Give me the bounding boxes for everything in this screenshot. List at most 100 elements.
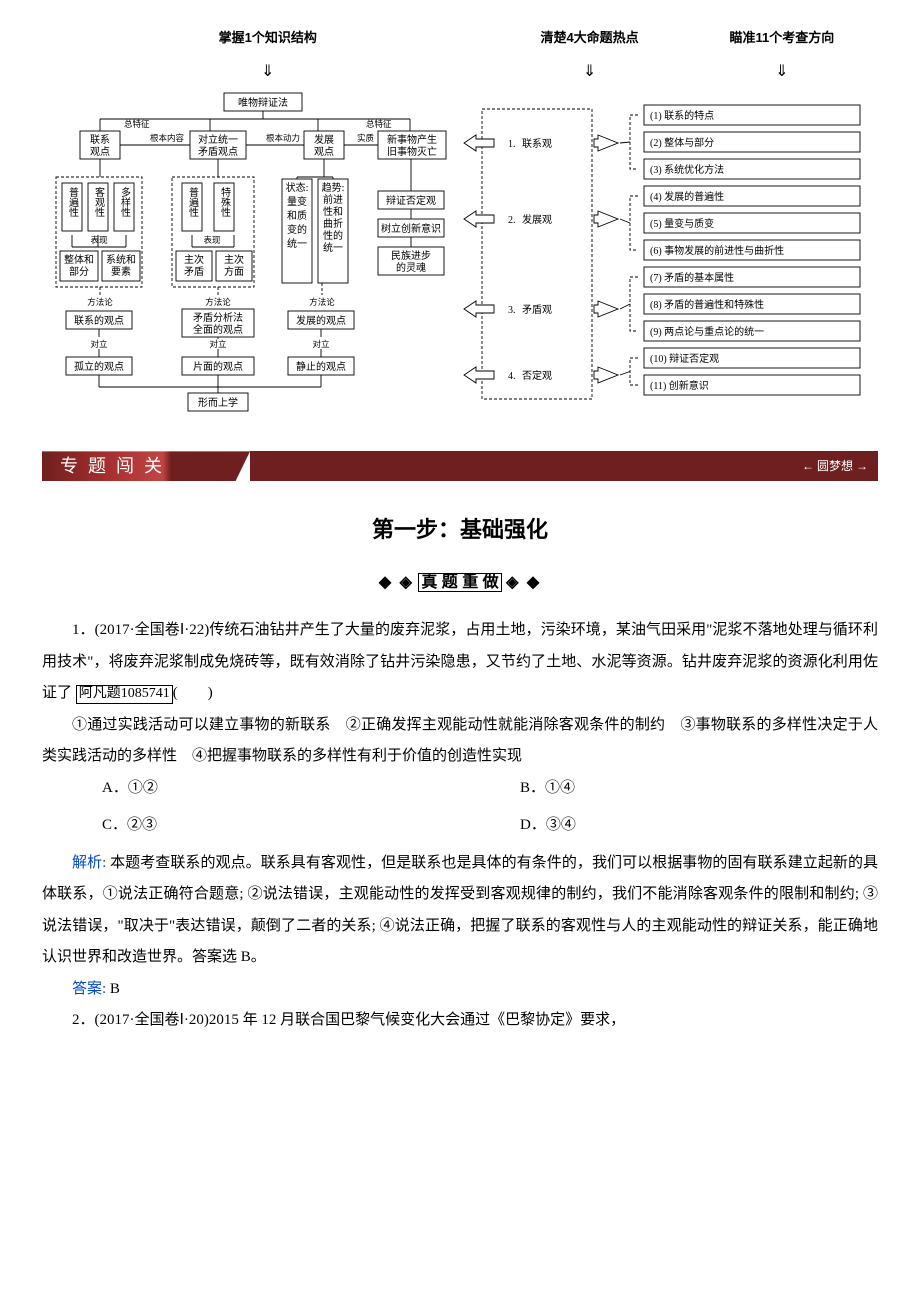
svg-text:性的: 性的: [323, 229, 343, 242]
svg-text:对立: 对立: [312, 339, 330, 349]
svg-text:联系观: 联系观: [522, 138, 552, 150]
q1-items: ①通过实践活动可以建立事物的新联系 ②正确发挥主观能动性就能消除客观条件的制约 …: [42, 710, 878, 773]
svg-text:方法论: 方法论: [309, 297, 335, 307]
q1-stem: 1．(2017·全国卷Ⅰ·22)传统石油钻井产生了大量的废弃泥浆，占用土地，污染…: [42, 615, 878, 710]
svg-text:(1) 联系的特点: (1) 联系的特点: [650, 109, 714, 122]
q1-answer: 答案: B: [42, 974, 878, 1006]
svg-text:对立统一: 对立统一: [198, 133, 238, 146]
afanti-tag: 阿凡题1085741: [76, 685, 173, 704]
answer-label: 答案:: [72, 981, 106, 997]
svg-text:总特征: 总特征: [124, 119, 150, 129]
svg-text:系统和: 系统和: [106, 253, 136, 266]
svg-text:(8) 矛盾的普遍性和特殊性: (8) 矛盾的普遍性和特殊性: [650, 298, 764, 311]
svg-text:矛盾分析法: 矛盾分析法: [193, 311, 243, 324]
svg-text:否定观: 否定观: [522, 369, 552, 382]
svg-text:主次: 主次: [224, 253, 244, 266]
analysis-text: 本题考查联系的观点。联系具有客观性，但是联系也是具体的有条件的，我们可以根据事物…: [42, 855, 878, 966]
svg-text:唯物辩证法: 唯物辩证法: [238, 96, 288, 109]
svg-text:旧事物灭亡: 旧事物灭亡: [387, 145, 437, 158]
svg-text:特殊性: 特殊性: [219, 187, 231, 218]
svg-text:3.: 3.: [508, 305, 516, 316]
svg-text:表现: 表现: [203, 235, 221, 245]
svg-text:部分: 部分: [69, 265, 89, 278]
svg-text:形而上学: 形而上学: [198, 396, 238, 409]
svg-text:全面的观点: 全面的观点: [193, 323, 243, 336]
svg-text:(6) 事物发展的前进性与曲折性: (6) 事物发展的前进性与曲折性: [650, 244, 784, 257]
analysis-label: 解析:: [72, 855, 106, 871]
svg-text:(7) 矛盾的基本属性: (7) 矛盾的基本属性: [650, 271, 734, 284]
svg-text:统一: 统一: [287, 237, 307, 250]
sub-heading-text: 真 题 重 做: [418, 573, 501, 593]
svg-text:前进: 前进: [323, 193, 343, 206]
q1-options-row2: C．②③ D．③④: [42, 810, 878, 842]
diagram-header-row: 掌握1个知识结构 清楚4大命题热点 瞄准11个考查方向: [42, 24, 878, 51]
svg-text:的灵魂: 的灵魂: [396, 261, 426, 274]
svg-text:(2) 整体与部分: (2) 整体与部分: [650, 136, 714, 149]
svg-text:状态:: 状态:: [286, 181, 309, 194]
svg-text:(10) 辩证否定观: (10) 辩证否定观: [650, 352, 719, 365]
svg-text:整体和: 整体和: [64, 253, 94, 266]
svg-text:矛盾观点: 矛盾观点: [198, 146, 238, 158]
down-arrows: ⇓ ⇓ ⇓: [42, 55, 878, 89]
svg-text:方法论: 方法论: [205, 297, 231, 307]
svg-text:新事物产生: 新事物产生: [387, 133, 437, 146]
header-right: 瞄准11个考查方向: [686, 24, 878, 51]
diamond-icon: ◆ ◈: [379, 574, 414, 591]
svg-text:统一: 统一: [323, 241, 343, 254]
svg-text:(9) 两点论与重点论的统一: (9) 两点论与重点论的统一: [650, 325, 764, 338]
svg-text:根本内容: 根本内容: [150, 133, 185, 143]
q2-stem: 2．(2017·全国卷Ⅰ·20)2015 年 12 月联合国巴黎气候变化大会通过…: [42, 1005, 878, 1037]
svg-text:发展: 发展: [314, 133, 334, 146]
svg-text:发展观: 发展观: [522, 213, 552, 226]
svg-text:主次: 主次: [184, 253, 204, 266]
svg-text:性和: 性和: [323, 205, 343, 218]
svg-text:要素: 要素: [111, 265, 131, 278]
svg-text:对立: 对立: [209, 339, 227, 349]
answer-text: B: [110, 981, 120, 997]
svg-text:1.: 1.: [508, 139, 516, 150]
svg-text:孤立的观点: 孤立的观点: [74, 360, 124, 373]
svg-text:曲折: 曲折: [323, 217, 343, 230]
header-left: 掌握1个知识结构: [42, 24, 493, 51]
svg-text:观点: 观点: [314, 146, 334, 158]
svg-text:矛盾观: 矛盾观: [522, 304, 552, 316]
svg-text:和质: 和质: [287, 210, 307, 222]
svg-text:总特征: 总特征: [366, 119, 392, 129]
svg-text:多样性: 多样性: [119, 186, 131, 218]
down-arrow-icon: ⇓: [42, 55, 493, 89]
svg-text:矛盾: 矛盾: [184, 266, 204, 278]
diamond-icon: ◈ ◆: [506, 574, 541, 591]
knowledge-diagram: 掌握1个知识结构 清楚4大命题热点 瞄准11个考查方向 ⇓ ⇓ ⇓ 唯物辩证法 …: [42, 24, 878, 443]
section-banner: 专题闯关 ← 圆梦想 →: [42, 451, 878, 481]
svg-text:表现: 表现: [90, 235, 108, 245]
svg-text:(3) 系统优化方法: (3) 系统优化方法: [650, 163, 724, 176]
svg-text:趋势:: 趋势:: [322, 181, 345, 194]
svg-text:民族进步: 民族进步: [391, 249, 431, 262]
svg-text:普遍性: 普遍性: [187, 186, 199, 218]
svg-text:方面: 方面: [224, 265, 244, 278]
svg-text:4.: 4.: [508, 371, 516, 382]
sub-heading: ◆ ◈ 真 题 重 做 ◈ ◆: [42, 566, 878, 600]
step-title: 第一步：基础强化: [42, 507, 878, 553]
banner-title: 专题闯关: [42, 451, 250, 481]
opt-c: C．②③: [42, 810, 460, 842]
svg-text:辩证否定观: 辩证否定观: [386, 194, 436, 207]
q1-tail: ( ): [173, 685, 213, 701]
svg-text:片面的观点: 片面的观点: [193, 360, 243, 373]
svg-text:客观性: 客观性: [93, 186, 105, 218]
svg-text:树立创新意识: 树立创新意识: [381, 222, 441, 235]
q1-analysis: 解析: 本题考查联系的观点。联系具有客观性，但是联系也是具体的有条件的，我们可以…: [42, 848, 878, 974]
svg-text:根本动力: 根本动力: [266, 133, 300, 143]
svg-text:方法论: 方法论: [87, 297, 113, 307]
svg-text:对立: 对立: [90, 339, 108, 349]
opt-a: A．①②: [42, 773, 460, 805]
svg-text:2.: 2.: [508, 215, 516, 226]
svg-text:(4) 发展的普遍性: (4) 发展的普遍性: [650, 190, 724, 203]
diagram-svg: 唯物辩证法 总特征 根本内容 核心 根本动力 总特征 实质 联系 观点 对立统一…: [42, 91, 878, 431]
svg-text:发展的观点: 发展的观点: [296, 314, 346, 327]
svg-text:静止的观点: 静止的观点: [296, 360, 346, 373]
svg-text:观点: 观点: [90, 146, 110, 158]
header-mid: 清楚4大命题热点: [493, 24, 685, 51]
opt-d: D．③④: [460, 810, 878, 842]
svg-text:(5) 量变与质变: (5) 量变与质变: [650, 217, 714, 230]
